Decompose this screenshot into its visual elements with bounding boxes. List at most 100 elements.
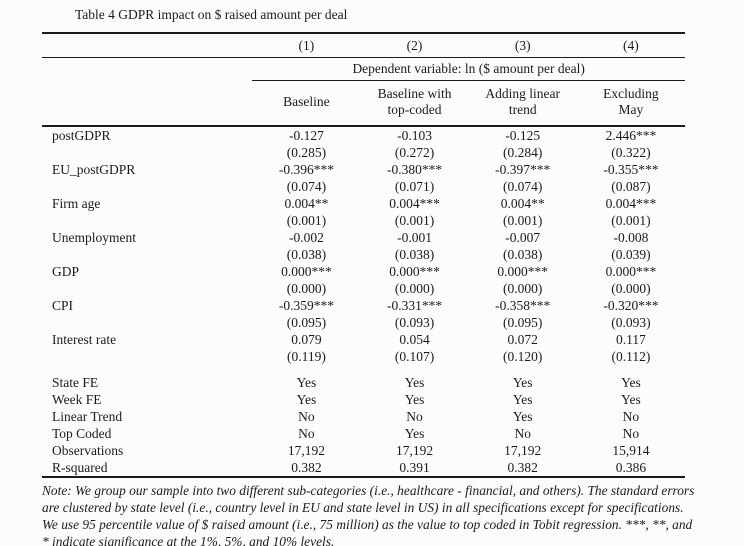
cell: 0.382 <box>468 459 577 478</box>
table-row: R-squared 0.382 0.391 0.382 0.386 <box>42 459 685 478</box>
table-row: CPI -0.359*** -0.331*** -0.358*** -0.320*** <box>42 297 685 314</box>
row-label: Linear Trend <box>52 408 123 424</box>
model-number-row: (1) (2) (3) (4) <box>42 32 685 58</box>
cell: (0.120) <box>503 348 543 364</box>
row-label <box>42 314 252 331</box>
table-row: Top Coded No Yes No No <box>42 425 685 442</box>
cell: 0.054 <box>399 331 430 347</box>
cell: 0.391 <box>360 459 469 478</box>
cell: 0.072 <box>507 331 538 347</box>
cell: -0.002 <box>288 229 324 245</box>
cell: -0.125 <box>505 127 541 143</box>
cell: (0.093) <box>611 314 651 330</box>
cell: (0.001) <box>611 212 651 228</box>
cell: 0.000*** <box>389 263 440 279</box>
cell: (0.001) <box>503 212 543 228</box>
cell: -0.007 <box>505 229 541 245</box>
row-label: Unemployment <box>52 229 136 245</box>
spacer-row <box>42 365 685 374</box>
cell: Yes <box>296 391 317 407</box>
cell: -0.359*** <box>278 297 334 313</box>
cell: (0.039) <box>611 246 651 262</box>
row-label: Observations <box>52 442 124 458</box>
row-label: GDP <box>52 263 80 279</box>
cell: 0.004*** <box>389 195 440 211</box>
row-label: CPI <box>52 297 74 313</box>
cell: (0.093) <box>394 314 435 330</box>
dependent-variable-row: Dependent variable: ln ($ amount per dea… <box>42 57 685 81</box>
table-header: (1) (2) (3) (4) Dependent variable: ln (… <box>42 32 685 127</box>
cell: Yes <box>296 374 317 390</box>
cell: Yes <box>512 374 533 390</box>
table-body: postGDPR -0.127 -0.103 -0.125 2.446*** (0.285… <box>42 126 685 478</box>
row-label: R-squared <box>42 459 253 478</box>
cell: Yes <box>512 408 533 424</box>
cell: 15,914 <box>612 442 650 458</box>
cell: 0.382 <box>252 459 361 478</box>
cell: 0.004** <box>284 195 329 211</box>
cell: 17,192 <box>504 442 542 458</box>
cell: (0.038) <box>394 246 435 262</box>
table-row: (0.000) (0.000) (0.000) (0.000) <box>42 280 685 297</box>
table-row: postGDPR -0.127 -0.103 -0.125 2.446*** <box>42 126 685 144</box>
row-label <box>42 348 252 365</box>
empty-cell <box>42 80 253 127</box>
cell: (0.087) <box>611 178 651 194</box>
row-label: Firm age <box>52 195 101 211</box>
dependent-variable-label: Dependent variable: ln ($ amount per dea… <box>252 57 685 81</box>
empty-cell <box>42 32 253 58</box>
row-label: EU_postGDPR <box>52 161 136 177</box>
cell: (0.112) <box>611 348 651 364</box>
cell: (0.284) <box>503 144 543 160</box>
cell: (0.074) <box>286 178 327 194</box>
cell: 17,192 <box>395 442 434 458</box>
cell: No <box>298 408 315 424</box>
cell: (0.071) <box>394 178 435 194</box>
cell: 0.004** <box>500 195 545 211</box>
cell: Yes <box>621 374 641 390</box>
spacer-cell <box>42 365 685 374</box>
table-row: Unemployment -0.002 -0.001 -0.007 -0.008 <box>42 229 685 246</box>
table-row: (0.095) (0.093) (0.095) (0.093) <box>42 314 685 331</box>
table-row: (0.285) (0.272) (0.284) (0.322) <box>42 144 685 161</box>
cell: 0.079 <box>291 331 322 347</box>
column-header-excluding-may: Excluding May <box>576 80 685 127</box>
cell: (0.095) <box>286 314 327 330</box>
cell: 0.000*** <box>497 263 549 279</box>
cell: -0.380*** <box>386 161 443 177</box>
cell: Yes <box>621 391 641 407</box>
table-title: Table 4 GDPR impact on $ raised amount p… <box>75 7 348 22</box>
row-label: Interest rate <box>52 331 117 347</box>
table-row: Linear Trend No No Yes No <box>42 408 685 425</box>
cell: (0.038) <box>286 246 327 262</box>
table-row: Interest rate 0.079 0.054 0.072 0.117 <box>42 331 685 348</box>
table-row: Firm age 0.004** 0.004*** 0.004** 0.004*** <box>42 195 685 212</box>
cell: No <box>514 425 531 441</box>
table-row: EU_postGDPR -0.396*** -0.380*** -0.397*** -0… <box>42 161 685 178</box>
cell: (0.000) <box>503 280 543 296</box>
cell: 0.000*** <box>281 263 332 279</box>
cell: -0.397*** <box>495 161 551 177</box>
cell: -0.331*** <box>386 297 443 313</box>
table-row: (0.074) (0.071) (0.074) (0.087) <box>42 178 685 195</box>
cell: -0.358*** <box>495 297 551 313</box>
row-label: Week FE <box>52 391 102 407</box>
cell: Yes <box>404 391 425 407</box>
row-label <box>42 178 252 195</box>
model-number-cell: (3) <box>468 32 577 58</box>
cell: -0.127 <box>288 127 324 143</box>
table-row: Week FE Yes Yes Yes Yes <box>42 391 685 408</box>
cell: (0.000) <box>611 280 651 296</box>
column-header-row: Baseline Baseline with top-coded Adding … <box>42 80 685 127</box>
cell: Yes <box>404 425 425 441</box>
row-label <box>42 212 252 229</box>
cell: (0.000) <box>394 280 435 296</box>
cell: 0.000*** <box>605 263 657 279</box>
cell: (0.322) <box>611 144 651 160</box>
cell: 17,192 <box>287 442 325 458</box>
empty-cell <box>42 58 252 81</box>
model-number-cell: (1) <box>252 32 361 58</box>
row-label <box>42 144 252 161</box>
cell: -0.320*** <box>603 297 659 313</box>
